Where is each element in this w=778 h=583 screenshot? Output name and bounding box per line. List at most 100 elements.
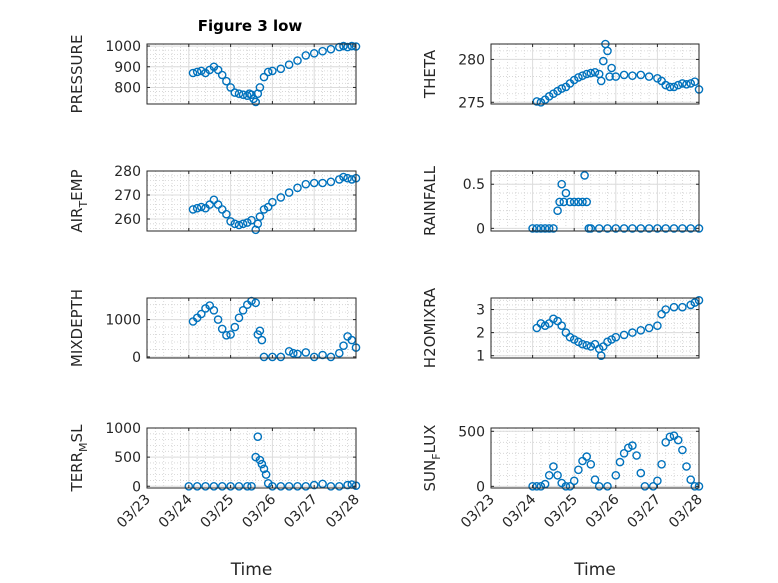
data-point — [628, 328, 637, 337]
data-point — [528, 224, 537, 233]
data-point — [309, 352, 319, 362]
y-tick-label: 280 — [114, 164, 141, 180]
data-point — [690, 77, 700, 86]
data-series — [184, 432, 361, 491]
data-point — [569, 335, 579, 344]
axes-box — [490, 170, 700, 232]
axes-box — [146, 297, 357, 359]
data-point — [686, 475, 696, 485]
data-point — [334, 481, 344, 491]
y-tick-label: 500 — [458, 424, 485, 440]
y-tick-label: 280 — [458, 52, 485, 68]
data-point — [268, 66, 277, 76]
data-point — [653, 224, 662, 233]
data-point — [603, 46, 612, 56]
y-tick-label: 1 — [476, 349, 485, 365]
x-tick-label: 03/27 — [624, 492, 664, 532]
data-point — [628, 224, 637, 233]
data-point — [611, 224, 621, 233]
data-point — [226, 330, 235, 339]
data-point — [188, 68, 198, 78]
data-point — [690, 298, 700, 307]
data-point — [230, 219, 240, 229]
data-point — [192, 203, 202, 213]
data-point — [544, 319, 554, 328]
data-point — [230, 88, 240, 97]
data-point — [686, 224, 696, 233]
data-point — [574, 73, 583, 82]
data-point — [192, 481, 202, 491]
data-point — [549, 462, 558, 471]
data-point — [192, 67, 202, 77]
data-point — [251, 298, 260, 308]
data-point — [678, 302, 687, 312]
data-point — [334, 175, 344, 184]
data-series — [188, 41, 361, 107]
data-point — [343, 173, 352, 183]
data-point — [339, 172, 348, 182]
x-axis-label: Time — [230, 560, 273, 580]
figure-title: Figure 3 low — [198, 17, 303, 35]
data-point — [578, 71, 587, 80]
y-tick-label: 0 — [476, 221, 485, 237]
data-point — [686, 79, 696, 88]
data-point — [555, 197, 564, 207]
y-tick-label: 1000 — [105, 421, 141, 437]
data-point — [619, 448, 629, 458]
data-point — [222, 330, 231, 340]
data-point — [561, 188, 571, 198]
data-point — [247, 481, 256, 491]
data-series — [188, 296, 361, 362]
subplot-3: 260 270 280 AIRTEMP — [68, 164, 361, 235]
data-point — [226, 481, 235, 491]
data-point — [196, 66, 206, 76]
data-point — [284, 346, 294, 356]
data-point — [234, 481, 244, 491]
data-point — [276, 64, 286, 74]
data-point — [255, 326, 265, 336]
y-tick-label: 2 — [476, 326, 485, 342]
y-tick-label: 275 — [458, 95, 485, 111]
x-tick-label: 03/25 — [541, 492, 581, 532]
subplot-6: 1 2 3 H2OMIXRA — [421, 287, 704, 368]
data-point — [301, 51, 311, 60]
data-point — [334, 348, 344, 358]
data-point — [536, 98, 546, 107]
data-point — [532, 481, 542, 491]
axes-box — [146, 427, 357, 489]
data-point — [318, 350, 327, 360]
plot-area — [491, 171, 699, 231]
data-point — [263, 67, 273, 77]
data-point — [661, 305, 671, 314]
y-tick-label: 3 — [476, 303, 485, 319]
plot-area — [491, 428, 699, 488]
y-tick-label: 270 — [114, 188, 141, 204]
data-point — [222, 76, 231, 86]
data-point — [234, 313, 244, 323]
data-point — [603, 224, 612, 233]
data-point — [611, 72, 621, 81]
data-point — [669, 302, 679, 312]
data-point — [590, 339, 600, 349]
data-point — [276, 481, 286, 491]
data-point — [234, 89, 244, 98]
data-point — [532, 97, 542, 106]
data-point — [268, 481, 277, 491]
data-point — [209, 195, 219, 205]
data-point — [544, 92, 554, 101]
data-point — [628, 71, 637, 80]
data-point — [217, 70, 227, 80]
data-point — [557, 179, 567, 189]
subplot-4: 0 0.5 RAINFALL — [421, 165, 704, 237]
data-point — [343, 480, 352, 490]
data-point — [582, 197, 592, 207]
data-point — [549, 224, 558, 233]
y-tick-label: 900 — [114, 60, 141, 76]
data-point — [301, 481, 311, 491]
x-axis-label: Time — [573, 560, 616, 580]
data-point — [196, 202, 206, 212]
data-point — [253, 432, 263, 442]
data-point — [565, 481, 575, 491]
data-point — [594, 224, 604, 233]
